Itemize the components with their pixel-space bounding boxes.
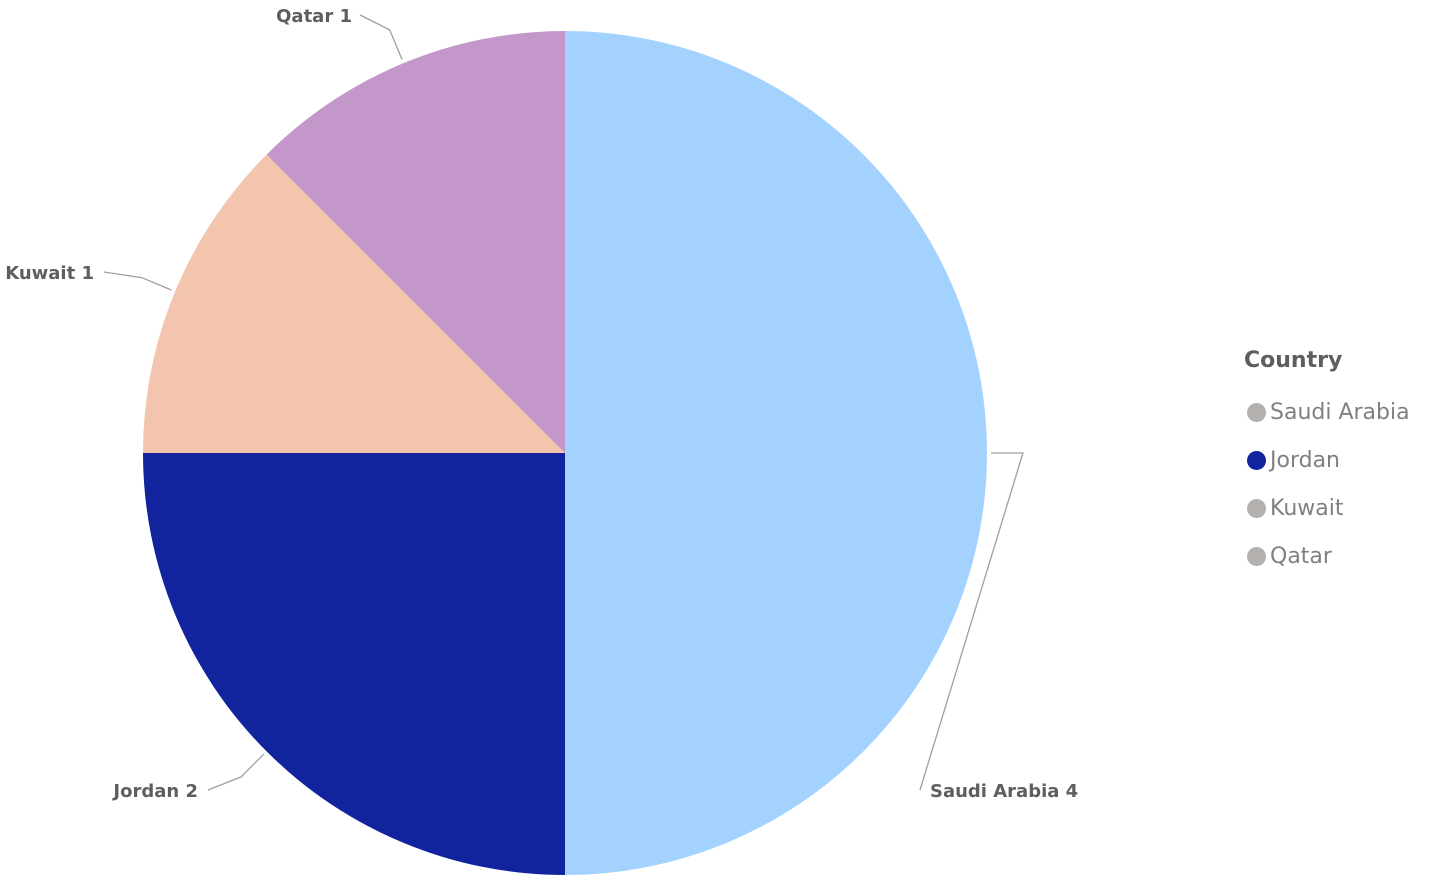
pie-slices (143, 31, 987, 875)
data-label-kuwait: Kuwait 1 (5, 263, 94, 284)
legend-item-qatar[interactable]: Qatar (1244, 532, 1429, 580)
pie-slice-saudi-arabia[interactable] (565, 31, 987, 875)
legend-label: Qatar (1270, 543, 1332, 569)
legend: Country Saudi Arabia Jordan Kuwait Qatar (1244, 346, 1429, 580)
legend-item-kuwait[interactable]: Kuwait (1244, 484, 1429, 532)
legend-marker-icon (1247, 402, 1266, 422)
data-labels: Saudi Arabia 4 Jordan 2 Kuwait 1 Qatar 1 (5, 6, 1078, 802)
legend-label: Jordan (1270, 447, 1340, 473)
legend-marker-icon (1247, 498, 1266, 518)
leader-line-kuwait (103, 271, 172, 291)
pie-slice-qatar[interactable] (266, 31, 565, 453)
legend-title: Country (1244, 348, 1343, 373)
leader-line-jordan (207, 753, 265, 791)
legend-item-saudi-arabia[interactable]: Saudi Arabia (1244, 388, 1429, 436)
data-label-saudi-arabia: Saudi Arabia 4 (930, 781, 1078, 802)
data-label-jordan: Jordan 2 (111, 781, 198, 802)
leader-line-saudi-arabia (919, 452, 1024, 791)
legend-label: Kuwait (1270, 495, 1344, 521)
legend-marker-icon (1247, 450, 1266, 470)
legend-label: Saudi Arabia (1270, 399, 1410, 425)
legend-marker-icon (1247, 546, 1266, 566)
legend-item-jordan[interactable]: Jordan (1244, 436, 1429, 484)
pie-slice-jordan[interactable] (143, 453, 565, 875)
pie-slice-kuwait[interactable] (143, 154, 565, 453)
data-label-qatar: Qatar 1 (276, 6, 352, 27)
leader-line-qatar (359, 14, 403, 60)
